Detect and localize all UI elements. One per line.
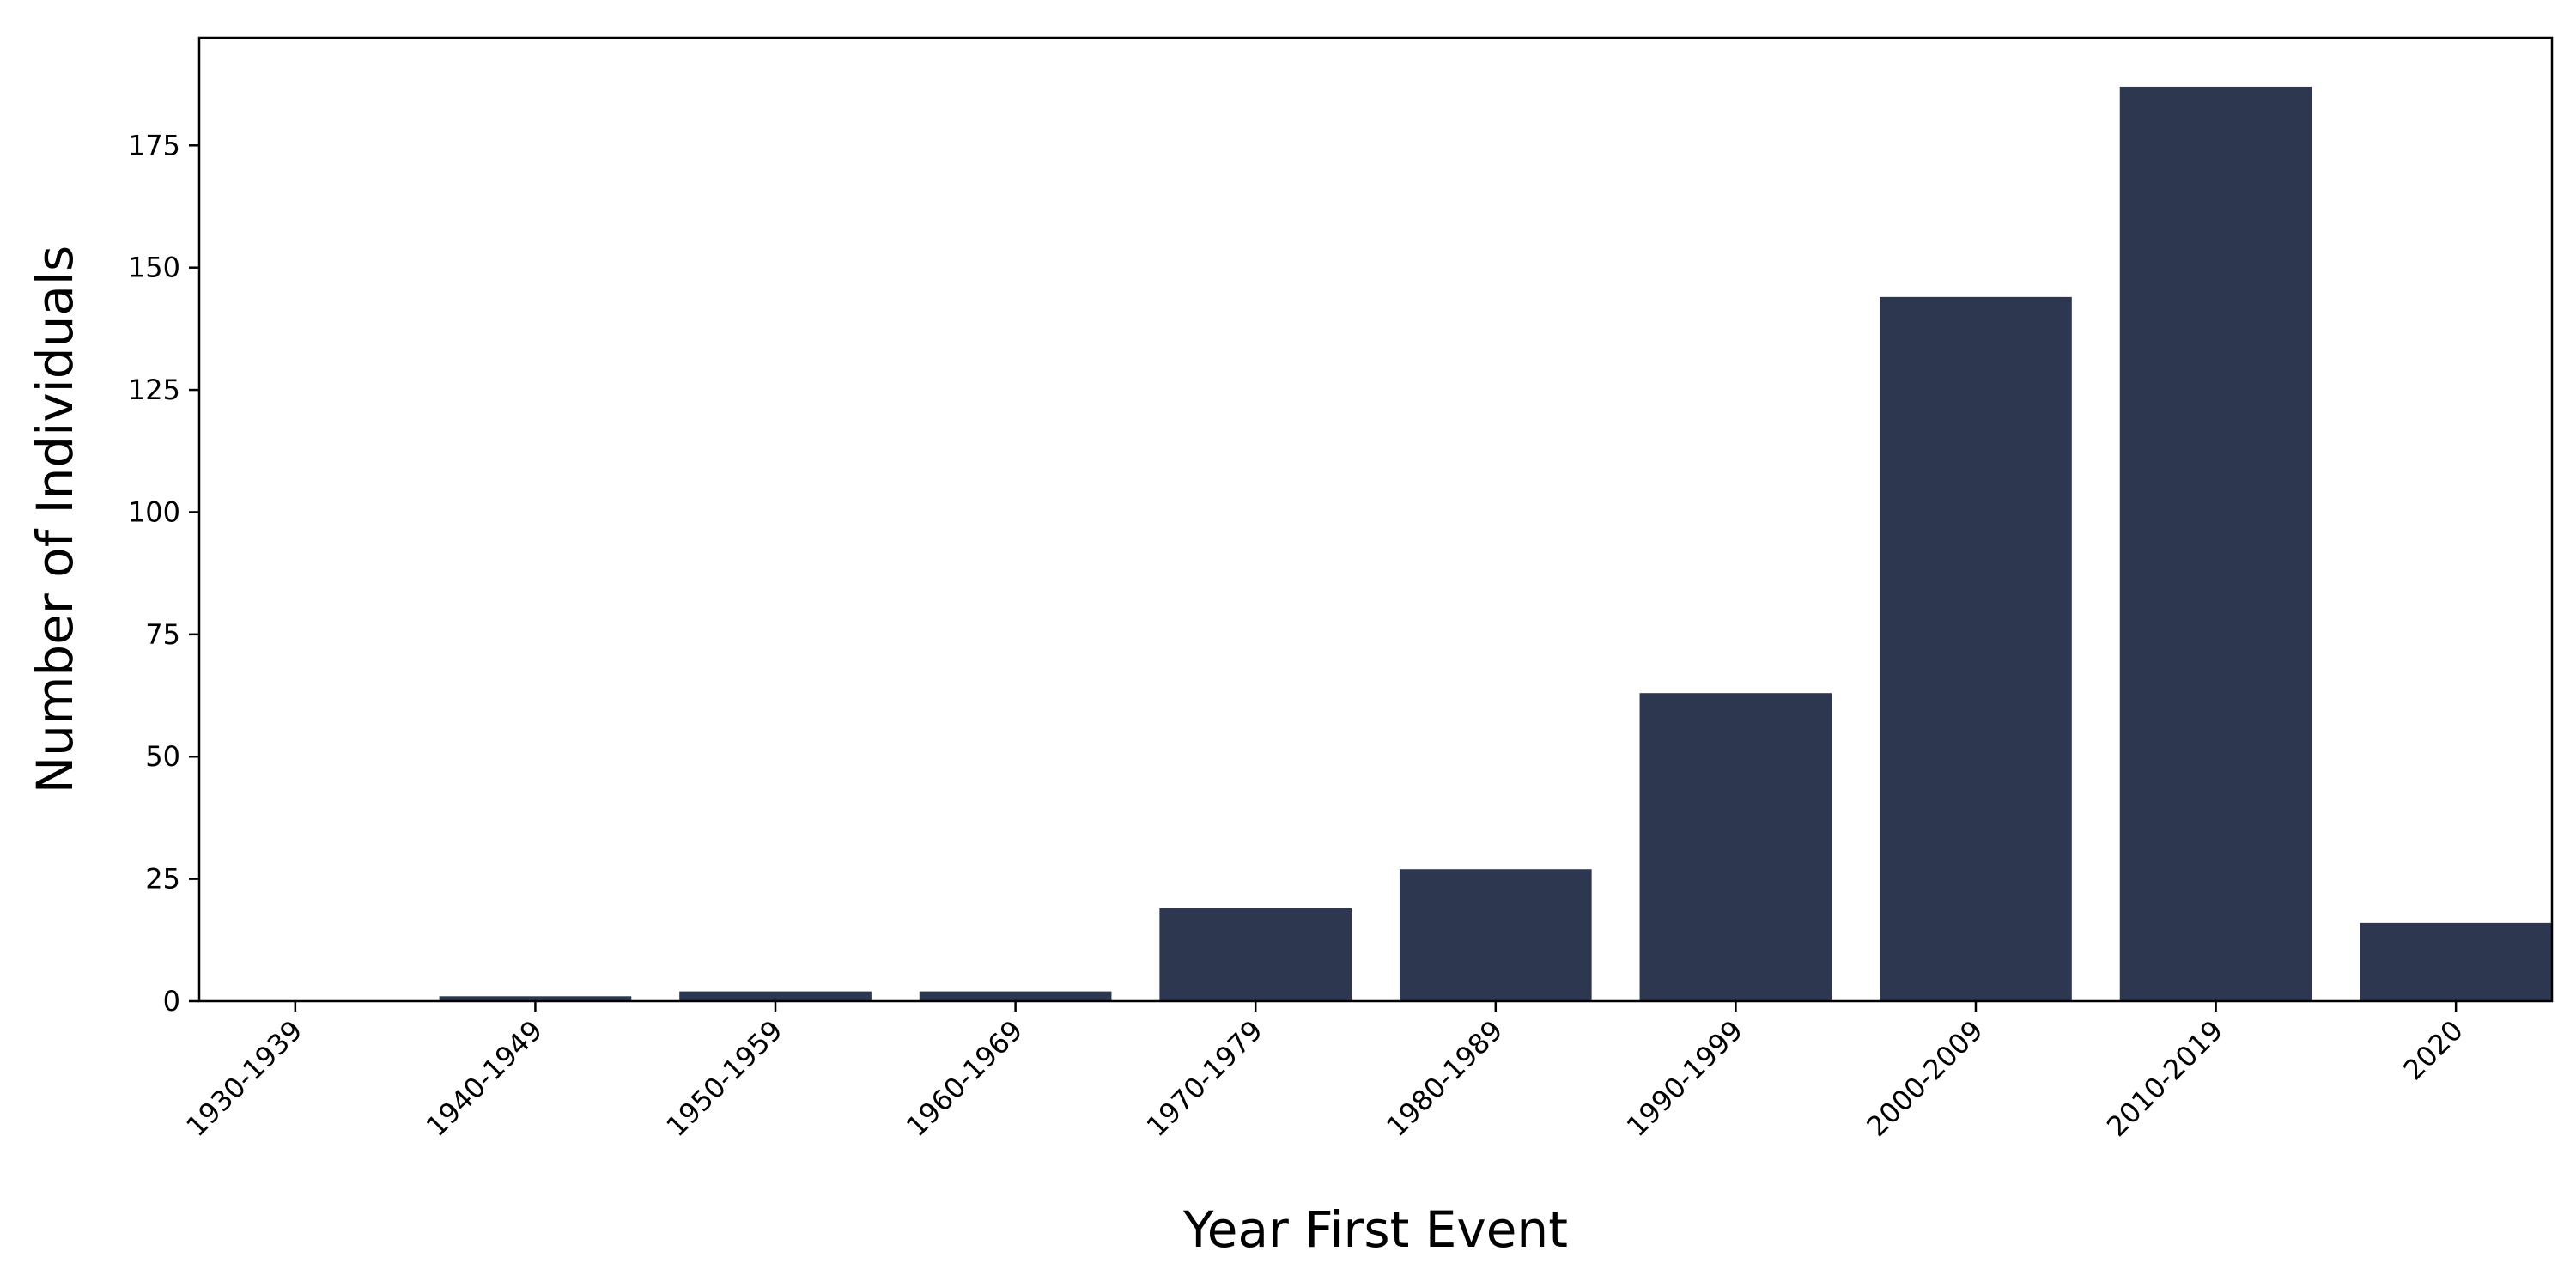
x-tick-label: 2010-2019 bbox=[2100, 1014, 2229, 1143]
y-tick-label: 125 bbox=[128, 374, 180, 406]
x-tick-label: 2000-2009 bbox=[1860, 1014, 1989, 1143]
bar-2020 bbox=[2360, 922, 2552, 1001]
bar-1960-1969 bbox=[919, 991, 1112, 1001]
y-tick-label: 25 bbox=[145, 863, 180, 896]
bar-2000-2009 bbox=[1880, 296, 2072, 1001]
bar-1980-1989 bbox=[1399, 869, 1592, 1001]
y-tick-label: 50 bbox=[145, 740, 180, 773]
x-tick-label: 1970-1979 bbox=[1140, 1014, 1269, 1143]
bar-1940-1949 bbox=[439, 996, 632, 1001]
x-tick-label: 1940-1949 bbox=[420, 1014, 549, 1143]
bars-layer bbox=[439, 86, 2552, 1002]
x-tick-label: 1990-1999 bbox=[1620, 1014, 1749, 1143]
bar-1970-1979 bbox=[1159, 908, 1352, 1001]
x-tick-label: 1930-1939 bbox=[179, 1014, 308, 1143]
x-tick-label: 1980-1989 bbox=[1380, 1014, 1509, 1143]
y-axis-title: Number of Individuals bbox=[26, 246, 84, 793]
y-axis-ticks: 0 25 50 75 100 125 150 175 bbox=[128, 129, 199, 1018]
x-tick-label: 1950-1959 bbox=[659, 1014, 788, 1143]
x-axis-ticks: 1930-1939 1940-1949 1950-1959 1960-1969 1970… bbox=[179, 1001, 2470, 1143]
bar-1990-1999 bbox=[1639, 693, 1832, 1001]
x-axis-title: Year First Event bbox=[1182, 1200, 1568, 1259]
y-tick-label: 175 bbox=[128, 129, 180, 161]
y-tick-label: 100 bbox=[128, 495, 180, 528]
y-tick-label: 75 bbox=[145, 618, 180, 651]
x-tick-label: 1960-1969 bbox=[900, 1014, 1029, 1143]
y-tick-label: 0 bbox=[163, 985, 180, 1018]
x-tick-label: 2020 bbox=[2397, 1014, 2469, 1086]
bar-2010-2019 bbox=[2119, 86, 2312, 1002]
bar-1950-1959 bbox=[679, 991, 872, 1001]
y-tick-label: 150 bbox=[128, 252, 180, 284]
plot-area-frame bbox=[197, 36, 2554, 1003]
